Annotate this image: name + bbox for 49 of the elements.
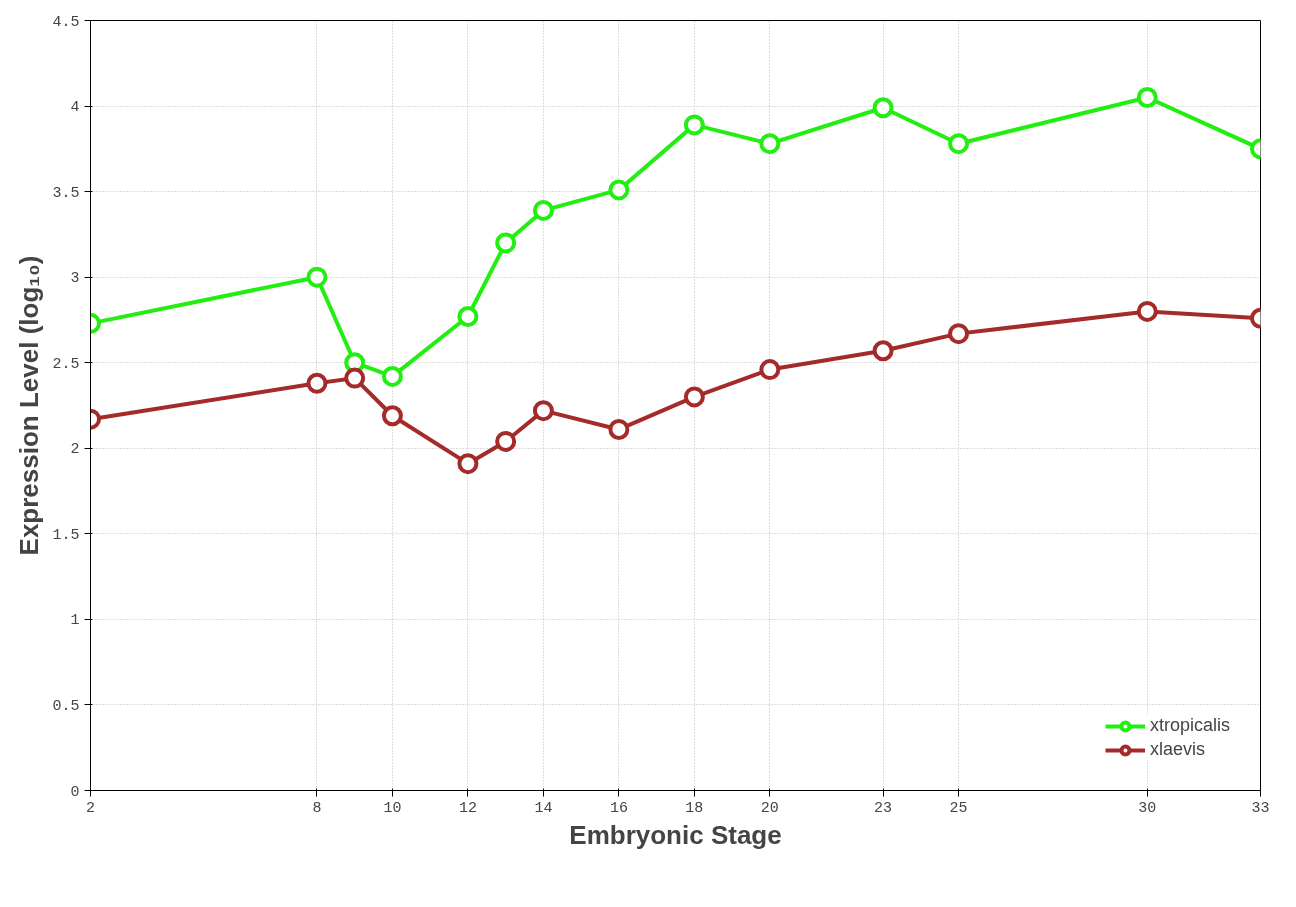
x-tick-label: 12: [458, 799, 477, 817]
x-tick-label: 2: [86, 799, 96, 817]
point: [759, 359, 781, 381]
y-axis-title: Expression Level (log₁₀): [14, 255, 45, 556]
x-tick-label: 33: [1251, 799, 1270, 817]
y-tick-label: 3.5: [52, 184, 80, 202]
point: [344, 367, 366, 389]
legend-label: xtropicalis: [1149, 715, 1230, 736]
y-tick-label: 4.5: [52, 13, 80, 31]
point: [495, 430, 517, 452]
point: [1136, 300, 1158, 322]
point: [608, 418, 630, 440]
point: [608, 179, 630, 201]
point: [306, 372, 328, 394]
x-tick-label: 16: [609, 799, 628, 817]
x-tick-label: 30: [1138, 799, 1157, 817]
y-tick-label: 2: [70, 441, 80, 459]
point: [872, 97, 894, 119]
x-tick-label: 23: [874, 799, 893, 817]
x-tick-label: 18: [685, 799, 704, 817]
x-tick-label: 8: [312, 799, 322, 817]
point: [948, 133, 970, 155]
point: [948, 323, 970, 345]
point: [532, 199, 554, 221]
point: [872, 340, 894, 362]
point: [683, 386, 705, 408]
y-tick-label: 1: [70, 612, 80, 630]
y-tick-label: 2.5: [52, 355, 80, 373]
x-tick-label: 20: [760, 799, 779, 817]
x-tick-label: 14: [534, 799, 553, 817]
y-tick-label: 0: [70, 783, 80, 801]
point: [1136, 87, 1158, 108]
point: [683, 114, 705, 136]
point: [532, 400, 554, 422]
legend-label: xlaevis: [1149, 739, 1205, 760]
point: [759, 133, 781, 155]
y-tick-label: 4: [70, 99, 80, 117]
y-tick-label: 1.5: [52, 526, 80, 544]
point: [495, 232, 517, 254]
point: [457, 453, 479, 475]
x-tick-label: 25: [949, 799, 968, 817]
y-tick-label: 0.5: [52, 697, 80, 715]
x-axis-title: Embryonic Stage: [569, 819, 782, 850]
point: [457, 306, 479, 328]
y-tick-label: 3: [70, 270, 80, 288]
x-tick-label: 10: [383, 799, 402, 817]
point: [381, 365, 403, 387]
point: [306, 266, 328, 288]
point: [381, 405, 403, 427]
